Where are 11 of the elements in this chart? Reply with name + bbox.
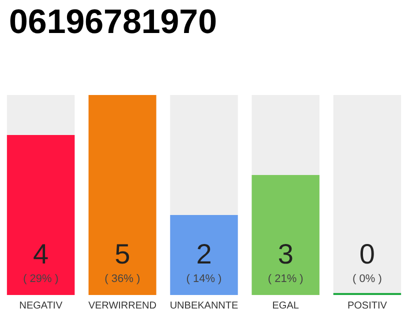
data-label: 5 ( 36% ) (104, 238, 140, 285)
x-tick-label: UNBEKANNTE (170, 300, 238, 312)
x-tick-label: VERWIRREND (88, 300, 156, 312)
chart-title: 06196781970 (9, 3, 218, 41)
x-tick-label: EGAL (272, 300, 300, 312)
data-label: 0 ( 0% ) (352, 238, 382, 285)
x-tick-label: POSITIV (347, 300, 388, 312)
x-tick-label: NEGATIV (19, 300, 63, 312)
data-label: 4 ( 29% ) (23, 238, 59, 285)
data-label: 3 ( 21% ) (268, 238, 304, 285)
data-label: 2 ( 14% ) (186, 238, 222, 285)
